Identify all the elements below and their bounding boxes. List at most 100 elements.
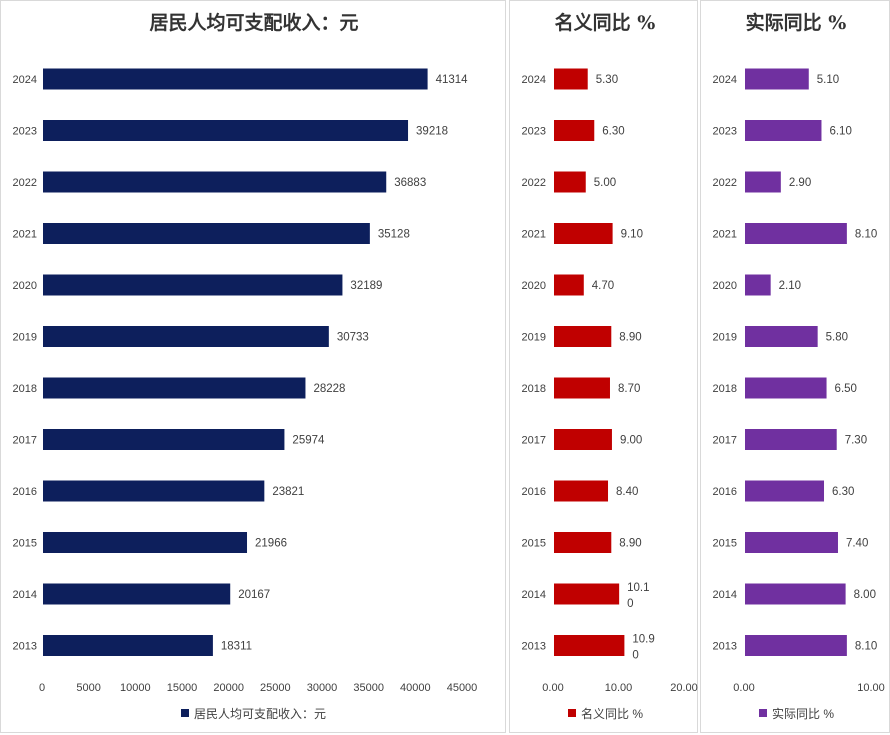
data-label: 7.30 <box>845 435 867 447</box>
bar <box>745 429 837 450</box>
x-tick-label: 40000 <box>400 682 431 694</box>
data-label-line2: 0 <box>632 650 638 662</box>
data-label: 8.10 <box>855 229 877 241</box>
category-label: 2023 <box>522 126 546 138</box>
nominal-growth-chart-panel: 名义同比 % 2024 5.30 2023 6.30 2022 5.00 2021 9.10 20… <box>509 0 698 733</box>
category-label: 2019 <box>713 332 737 344</box>
bar <box>43 274 343 296</box>
bar <box>43 326 329 347</box>
category-label: 2017 <box>713 435 737 447</box>
data-label: 4.70 <box>592 280 614 292</box>
category-label: 2015 <box>13 538 37 550</box>
legend-swatch <box>568 709 576 717</box>
nominal-growth-chart: 名义同比 % 2024 5.30 2023 6.30 2022 5.00 2021 9.10 20… <box>522 11 698 721</box>
income-chart: 居民人均可支配收入：元 2024 41314 2023 39218 2022 36883 20… <box>13 11 478 721</box>
bar <box>43 377 306 399</box>
bar <box>554 635 625 656</box>
data-label: 6.50 <box>835 383 857 395</box>
category-label: 2015 <box>713 538 737 550</box>
bar <box>43 120 409 141</box>
category-label: 2020 <box>522 280 546 292</box>
bar <box>43 635 213 656</box>
x-tick-label: 15000 <box>167 682 198 694</box>
category-label: 2021 <box>522 229 546 241</box>
x-tick-label: 10000 <box>120 682 151 694</box>
bar <box>43 532 248 553</box>
category-label: 2015 <box>522 538 546 550</box>
bar <box>745 377 827 399</box>
data-label: 18311 <box>221 641 252 653</box>
data-label-line1: 10.9 <box>632 634 654 646</box>
x-tick-label: 30000 <box>307 682 338 694</box>
bar <box>554 171 586 193</box>
bar <box>554 429 612 450</box>
bar <box>43 171 387 193</box>
category-label: 2018 <box>13 383 37 395</box>
data-label: 2.90 <box>789 177 811 189</box>
real-growth-chart: 实际同比 % 2024 5.10 2023 6.10 2022 2.90 2021 8.10 20… <box>713 11 885 721</box>
category-label: 2014 <box>13 589 37 601</box>
category-label: 2024 <box>13 74 37 86</box>
bar <box>554 326 612 347</box>
data-label: 32189 <box>350 280 382 292</box>
bar <box>745 274 771 296</box>
data-label: 9.00 <box>620 435 642 447</box>
bar <box>43 429 285 450</box>
data-label: 8.70 <box>618 383 640 395</box>
bar <box>745 583 846 605</box>
x-tick-label: 10.00 <box>857 682 885 694</box>
category-label: 2013 <box>713 641 737 653</box>
category-label: 2022 <box>13 177 37 189</box>
category-label: 2016 <box>522 486 546 498</box>
data-label: 6.30 <box>602 126 624 138</box>
bar <box>43 480 265 502</box>
chart-title: 名义同比 % <box>555 11 656 34</box>
bar <box>554 223 613 244</box>
data-label: 8.90 <box>619 538 641 550</box>
bar <box>554 274 584 296</box>
data-label: 7.40 <box>846 538 868 550</box>
data-label: 41314 <box>436 74 469 86</box>
category-label: 2023 <box>13 126 37 138</box>
x-tick-label: 35000 <box>353 682 384 694</box>
category-label: 2014 <box>713 589 737 601</box>
category-label: 2020 <box>713 280 737 292</box>
bar <box>554 120 595 141</box>
bar <box>745 171 781 193</box>
legend-label: 居民人均可支配收入：元 <box>194 707 326 721</box>
data-label: 21966 <box>255 538 287 550</box>
bar <box>745 480 825 502</box>
x-tick-label: 45000 <box>447 682 478 694</box>
category-label: 2022 <box>713 177 737 189</box>
data-label: 8.10 <box>855 641 877 653</box>
data-label: 8.00 <box>854 589 876 601</box>
category-label: 2017 <box>522 435 546 447</box>
category-label: 2013 <box>13 641 37 653</box>
legend-swatch <box>181 709 189 717</box>
data-label: 6.10 <box>829 126 851 138</box>
bar <box>43 223 370 244</box>
legend-label: 实际同比 % <box>772 706 834 721</box>
data-label: 5.00 <box>594 177 616 189</box>
category-label: 2017 <box>13 435 37 447</box>
bar <box>43 583 231 605</box>
data-label-line1: 10.1 <box>627 582 649 594</box>
bar <box>745 326 818 347</box>
category-label: 2013 <box>522 641 546 653</box>
data-label: 5.10 <box>817 74 839 86</box>
category-label: 2018 <box>522 383 546 395</box>
category-label: 2023 <box>713 126 737 138</box>
data-label: 25974 <box>292 435 325 447</box>
data-label: 36883 <box>394 177 426 189</box>
category-label: 2021 <box>13 229 37 241</box>
income-chart-panel: 居民人均可支配收入：元 2024 41314 2023 39218 2022 36883 20… <box>0 0 506 733</box>
data-label: 9.10 <box>621 229 643 241</box>
data-label: 35128 <box>378 229 410 241</box>
x-tick-label: 5000 <box>76 682 100 694</box>
data-label-line2: 0 <box>627 598 633 610</box>
x-tick-label: 20.00 <box>670 682 698 694</box>
category-label: 2022 <box>522 177 546 189</box>
bar <box>554 480 609 502</box>
category-label: 2024 <box>713 74 737 86</box>
bar <box>554 68 588 90</box>
